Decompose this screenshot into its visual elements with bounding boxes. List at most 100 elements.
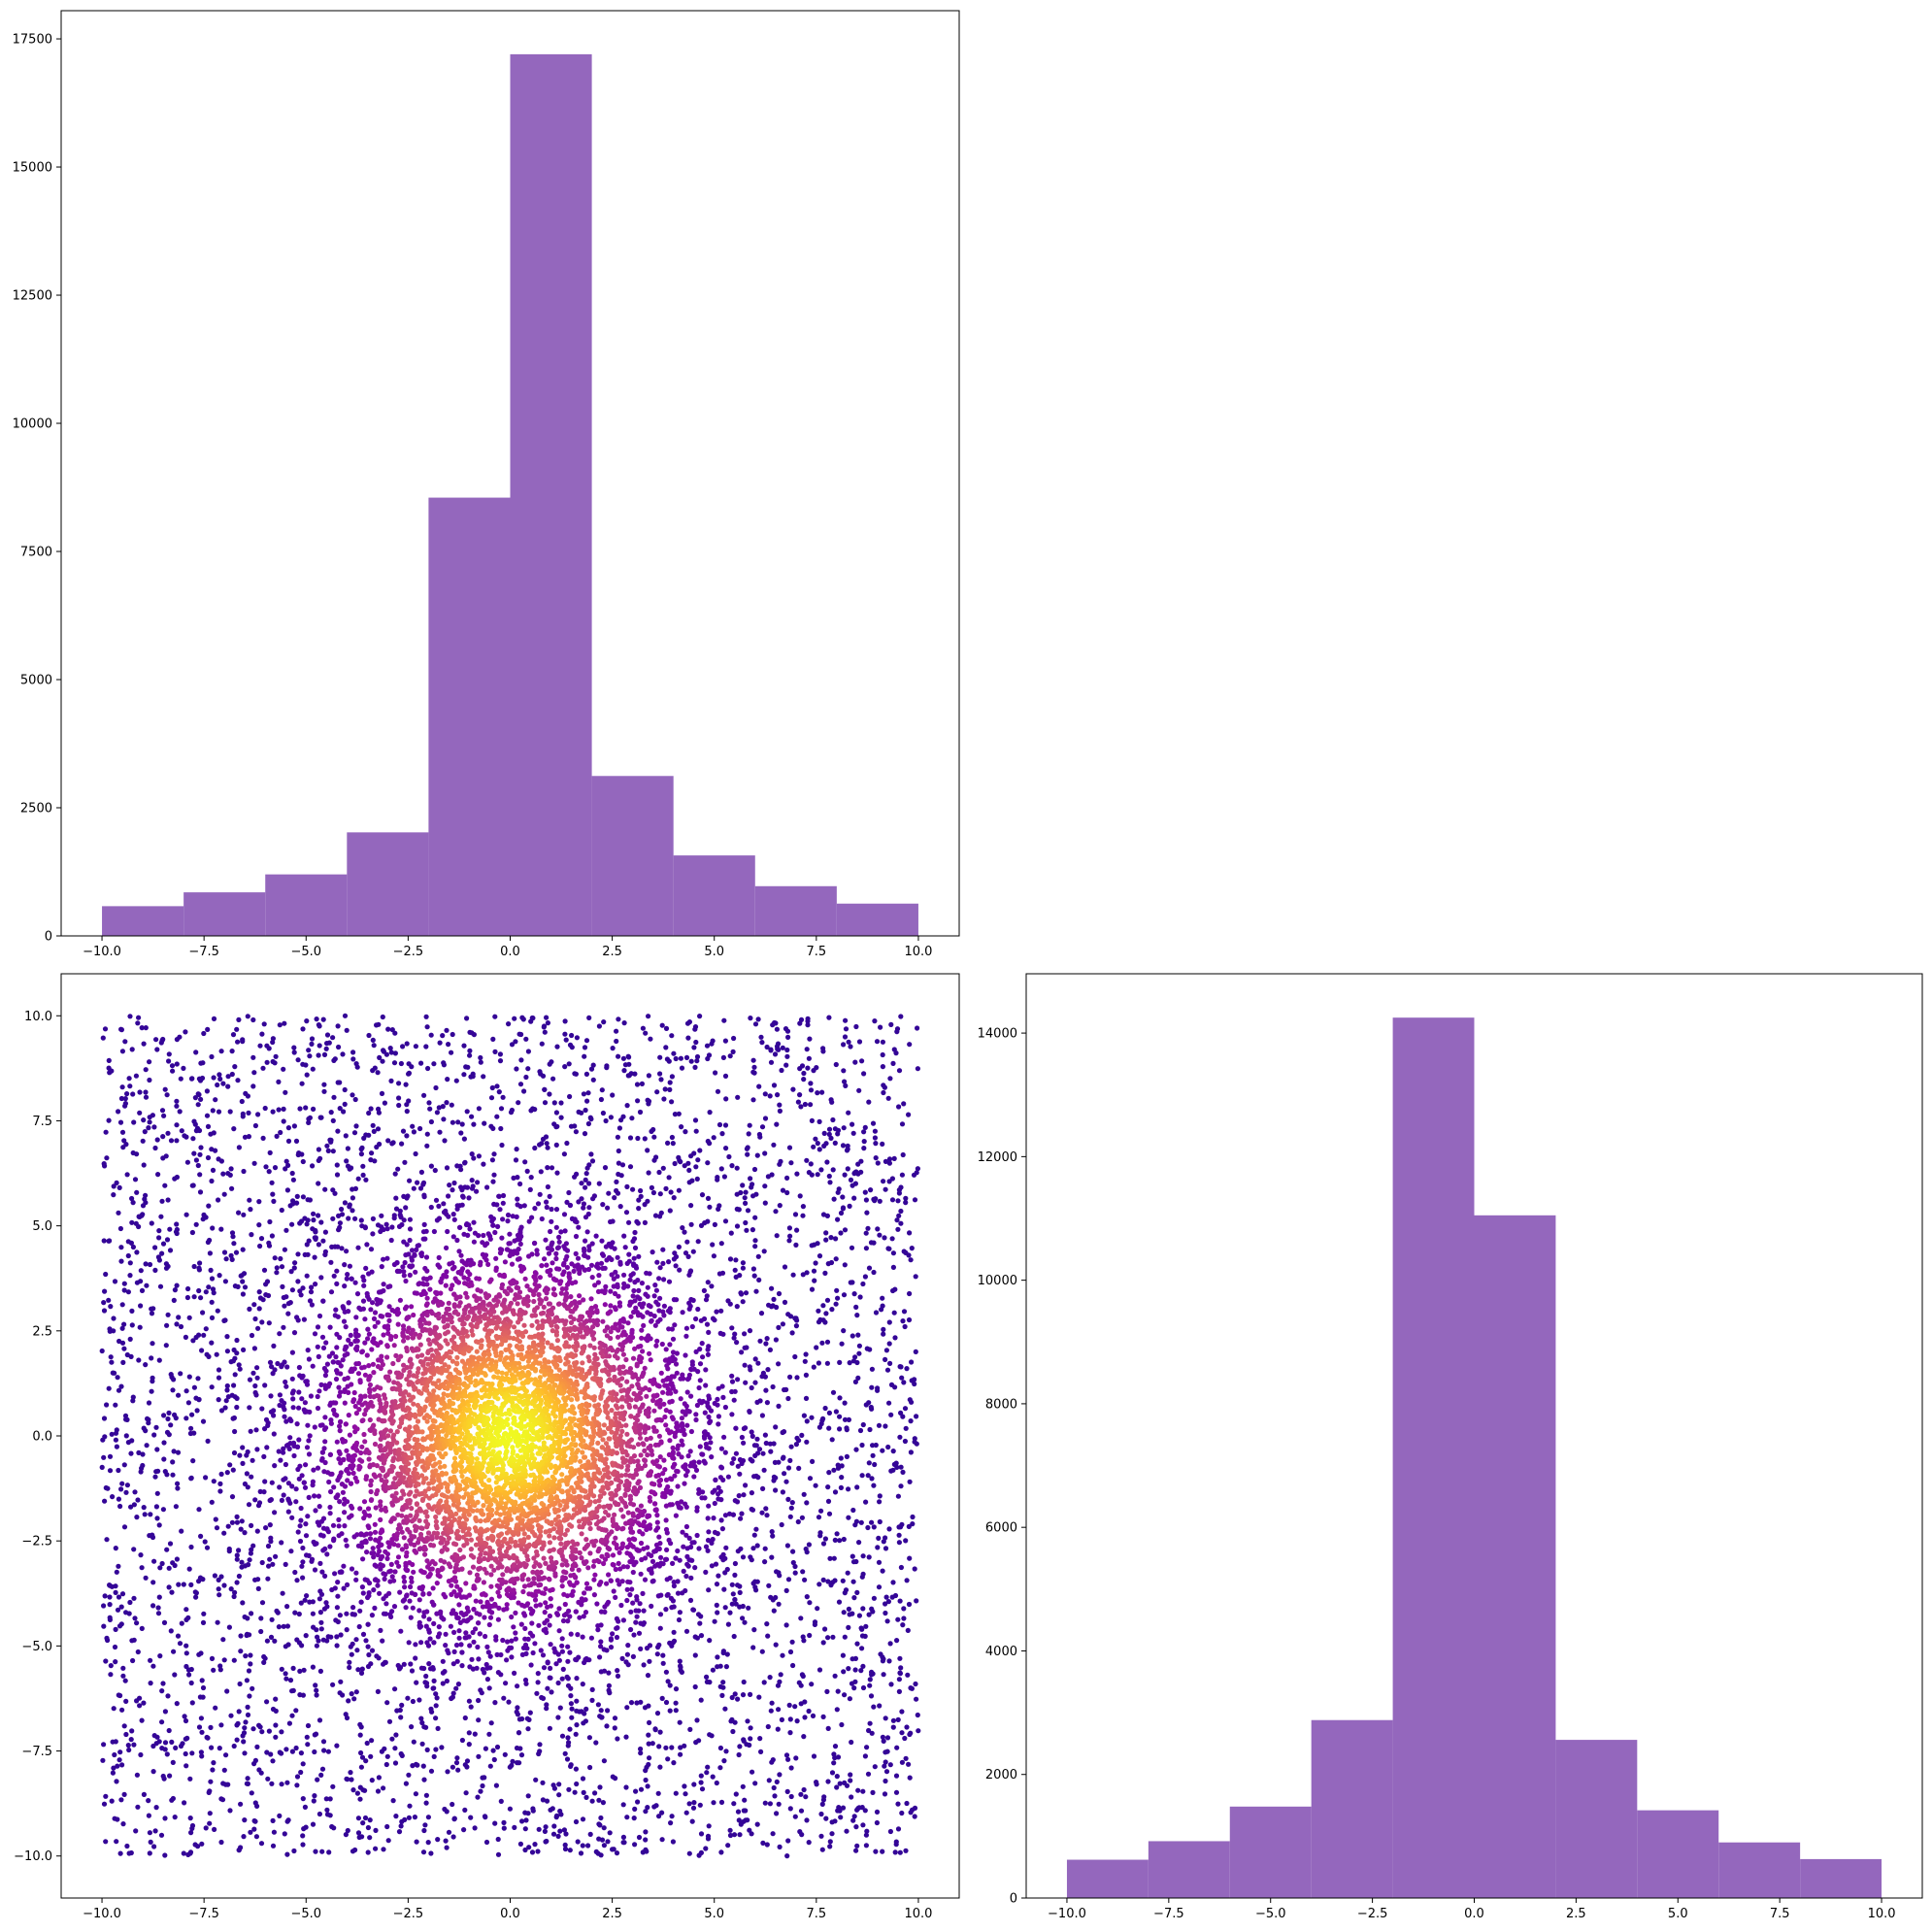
scatter-point: [113, 1402, 118, 1408]
scatter-point: [712, 1618, 717, 1624]
scatter-point: [567, 1202, 574, 1209]
scatter-point: [487, 1763, 493, 1769]
scatter-point: [220, 1637, 226, 1643]
scatter-point: [249, 1547, 254, 1552]
scatter-point: [424, 1143, 430, 1149]
scatter-point: [156, 1228, 162, 1234]
scatter-point: [855, 1161, 861, 1167]
scatter-point: [846, 1606, 852, 1612]
scatter-point: [751, 1532, 757, 1538]
scatter-point: [221, 1530, 227, 1536]
scatter-point: [682, 1743, 687, 1749]
scatter-point: [854, 1641, 860, 1647]
scatter-point: [538, 1169, 544, 1175]
scatter-point: [906, 1112, 912, 1117]
scatter-point: [302, 1400, 308, 1406]
scatter-point: [841, 1328, 847, 1334]
scatter-point: [164, 1547, 170, 1552]
scatter-point: [218, 1226, 224, 1232]
scatter-point: [248, 1207, 253, 1213]
scatter-point: [650, 1189, 657, 1196]
scatter-point: [767, 1093, 773, 1099]
scatter-point: [236, 1709, 242, 1715]
scatter-point: [634, 1700, 640, 1706]
scatter-point: [683, 1628, 690, 1634]
scatter-point: [241, 1730, 248, 1736]
scatter-point: [826, 1470, 832, 1476]
scatter-point: [811, 1753, 817, 1759]
scatter-point: [542, 1256, 548, 1262]
scatter-point: [673, 1790, 679, 1796]
scatter-point: [567, 1649, 573, 1655]
scatter-point: [191, 1430, 197, 1436]
scatter-point: [848, 1044, 853, 1049]
scatter-point: [881, 1738, 886, 1744]
scatter-point: [799, 1432, 805, 1438]
scatter-point: [672, 1160, 678, 1167]
scatter-point: [773, 1487, 779, 1493]
scatter-point: [382, 1576, 387, 1582]
scatter-point: [310, 1821, 316, 1827]
scatter-point: [632, 1280, 638, 1285]
scatter-point: [366, 1296, 372, 1302]
scatter-point: [126, 1611, 132, 1616]
scatter-point: [306, 1438, 312, 1444]
scatter-point: [140, 1462, 146, 1469]
scatter-point: [296, 1437, 302, 1443]
scatter-point: [161, 1413, 167, 1418]
scatter-point: [169, 1589, 175, 1595]
scatter-point: [215, 1082, 220, 1088]
scatter-point: [759, 1374, 765, 1380]
scatter-point: [228, 1166, 234, 1172]
scatter-point: [478, 1059, 483, 1065]
scatter-point: [690, 1607, 696, 1613]
scatter-point: [650, 1579, 655, 1584]
scatter-point: [413, 1791, 418, 1797]
scatter-point: [606, 1682, 613, 1688]
scatter-point: [442, 1806, 448, 1813]
scatter-point: [280, 1590, 285, 1596]
scatter-point: [171, 1297, 177, 1303]
scatter-point: [615, 1134, 621, 1140]
scatter-point: [673, 1555, 679, 1561]
scatter-point: [514, 1214, 519, 1219]
scatter-point: [544, 1798, 550, 1804]
scatter-point: [452, 1611, 459, 1617]
scatter-point: [490, 1748, 496, 1753]
scatter-point: [240, 1600, 246, 1606]
scatter-point: [620, 1284, 627, 1290]
scatter-point: [694, 1053, 701, 1060]
scatter-point: [615, 1274, 620, 1280]
scatter-point: [102, 1498, 108, 1504]
scatter-point: [104, 1635, 110, 1641]
scatter-point: [733, 1601, 739, 1607]
scatter-point: [705, 1055, 711, 1062]
scatter-point: [846, 1110, 851, 1116]
scatter-point: [108, 1304, 114, 1310]
scatter-point: [638, 1750, 644, 1756]
scatter-point: [101, 1623, 107, 1629]
scatter-point: [246, 1502, 252, 1508]
scatter-point: [337, 1335, 343, 1341]
scatter-point: [271, 1413, 277, 1418]
scatter-point: [206, 1284, 212, 1290]
scatter-point: [99, 1348, 105, 1354]
scatter-point: [345, 1582, 350, 1587]
scatter-point: [686, 1535, 692, 1541]
scatter-point: [398, 1823, 404, 1829]
scatter-point: [113, 1546, 118, 1551]
scatter-point: [775, 1726, 781, 1732]
scatter-point: [139, 1625, 145, 1631]
scatter-point: [330, 1359, 336, 1365]
scatter-point: [108, 1672, 114, 1678]
scatter-point: [157, 1565, 163, 1571]
scatter-point: [328, 1634, 334, 1640]
scatter-point: [868, 1693, 875, 1699]
scatter-point: [706, 1393, 712, 1399]
scatter-point: [216, 1109, 222, 1115]
scatter-point: [874, 1809, 881, 1815]
scatter-point: [107, 1238, 113, 1244]
scatter-point: [215, 1308, 220, 1314]
scatter-point: [722, 1605, 728, 1611]
scatter-point: [200, 1310, 206, 1316]
